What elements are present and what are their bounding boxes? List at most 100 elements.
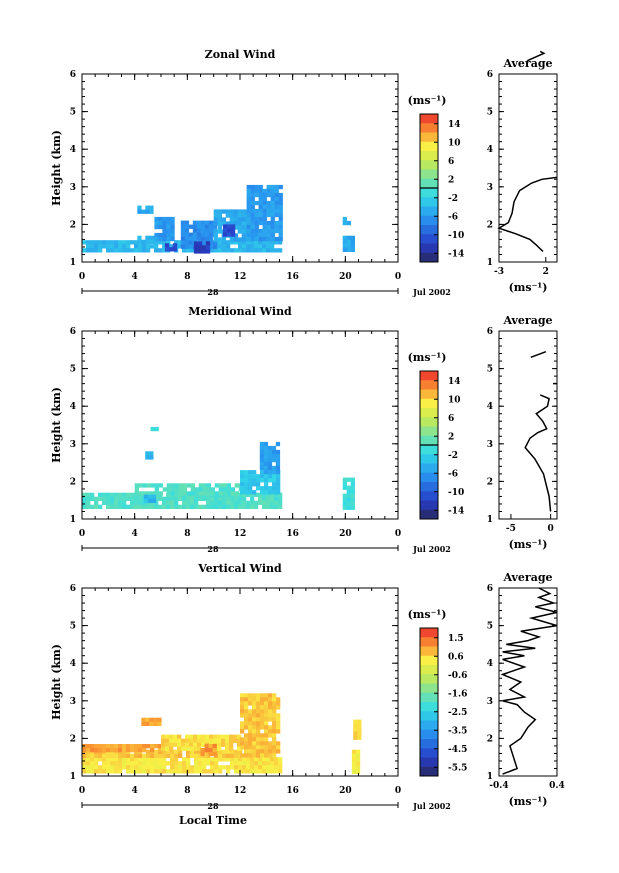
data-cell: [82, 757, 87, 762]
data-cell: [258, 761, 263, 766]
data-cell: [250, 244, 255, 249]
data-cell: [134, 244, 139, 249]
data-cell: [106, 765, 111, 770]
data-cell: [158, 744, 163, 749]
data-cell: [122, 244, 127, 249]
data-cell: [200, 228, 206, 233]
colorbar-band: [420, 197, 438, 207]
data-cell: [154, 244, 159, 249]
data-cell: [256, 733, 261, 738]
data-cell: [342, 497, 347, 502]
colorbar-band: [420, 151, 438, 161]
data-cell: [217, 225, 222, 230]
data-cell: [208, 228, 214, 233]
data-cell: [252, 733, 257, 738]
data-cell: [177, 746, 182, 751]
data-cell: [126, 248, 131, 253]
data-cell: [256, 705, 261, 710]
data-cell: [274, 492, 279, 497]
data-cell: [226, 500, 231, 505]
data-cell: [263, 453, 269, 459]
data-cell: [162, 761, 167, 766]
data-cell: [206, 504, 211, 509]
data-cell: [178, 487, 183, 492]
data-cell: [138, 496, 143, 501]
data-cell: [276, 717, 281, 722]
data-cell: [122, 765, 127, 770]
data-cell: [188, 240, 194, 245]
data-cell: [198, 749, 203, 754]
colorbar-band: [420, 739, 438, 749]
data-cell: [221, 217, 226, 222]
colorbar-band: [420, 123, 438, 133]
data-cell: [154, 769, 159, 774]
data-cell: [186, 248, 191, 253]
data-cell: [184, 232, 190, 237]
data-cell: [134, 504, 139, 509]
data-cell: [240, 470, 245, 475]
data-cell: [268, 745, 273, 750]
data-cell: [353, 731, 358, 736]
data-cell: [226, 504, 231, 509]
data-cell: [246, 761, 251, 766]
data-cell: [270, 212, 275, 218]
data-cell: [158, 504, 163, 509]
data-cell: [218, 248, 223, 253]
data-cell: [218, 500, 223, 505]
data-cell: [193, 245, 199, 250]
data-cell: [130, 504, 135, 509]
data-cell: [250, 769, 255, 774]
data-cell: [118, 492, 123, 497]
data-cell: [146, 491, 151, 496]
data-cell: [266, 496, 271, 501]
average-title: Average: [502, 571, 552, 584]
data-cell: [145, 205, 150, 210]
data-cell: [248, 478, 253, 483]
data-cell: [190, 491, 195, 496]
data-cell: [180, 228, 186, 233]
data-cell: [342, 220, 347, 226]
data-cell: [234, 491, 239, 496]
data-cell: [145, 451, 150, 456]
data-cell: [122, 744, 127, 749]
data-cell: [276, 474, 281, 479]
data-cell: [114, 753, 119, 758]
data-cell: [118, 769, 123, 774]
data-cell: [162, 244, 167, 249]
data-cell: [350, 493, 355, 498]
data-cell: [106, 492, 111, 497]
data-cell: [274, 496, 279, 501]
data-cell: [252, 713, 257, 718]
data-cell: [357, 719, 362, 724]
data-cell: [270, 188, 275, 194]
data-cell: [242, 244, 247, 249]
data-cell: [214, 496, 219, 501]
data-cell: [212, 224, 218, 229]
colorbar-tick-label: 14: [448, 377, 461, 387]
data-cell: [234, 504, 239, 509]
data-cell: [252, 482, 257, 487]
data-cell: [192, 236, 198, 241]
data-cell: [106, 761, 111, 766]
data-cell: [170, 496, 175, 501]
data-cell: [169, 742, 174, 747]
data-cell: [196, 236, 202, 241]
data-cell: [206, 761, 211, 766]
colorbar-band: [420, 160, 438, 170]
data-cell: [254, 769, 259, 774]
data-cell: [166, 487, 171, 492]
data-cell: [246, 204, 251, 210]
colorbar-band: [420, 389, 438, 400]
data-cell: [166, 504, 171, 509]
data-cell: [110, 757, 115, 762]
data-cell: [106, 748, 111, 753]
data-cell: [222, 500, 227, 505]
data-cell: [212, 752, 217, 757]
data-cell: [86, 744, 91, 749]
data-cell: [258, 240, 263, 245]
colorbar-band: [420, 646, 438, 657]
data-cell: [258, 200, 263, 206]
data-cell: [94, 248, 99, 253]
data-cell: [267, 465, 273, 471]
